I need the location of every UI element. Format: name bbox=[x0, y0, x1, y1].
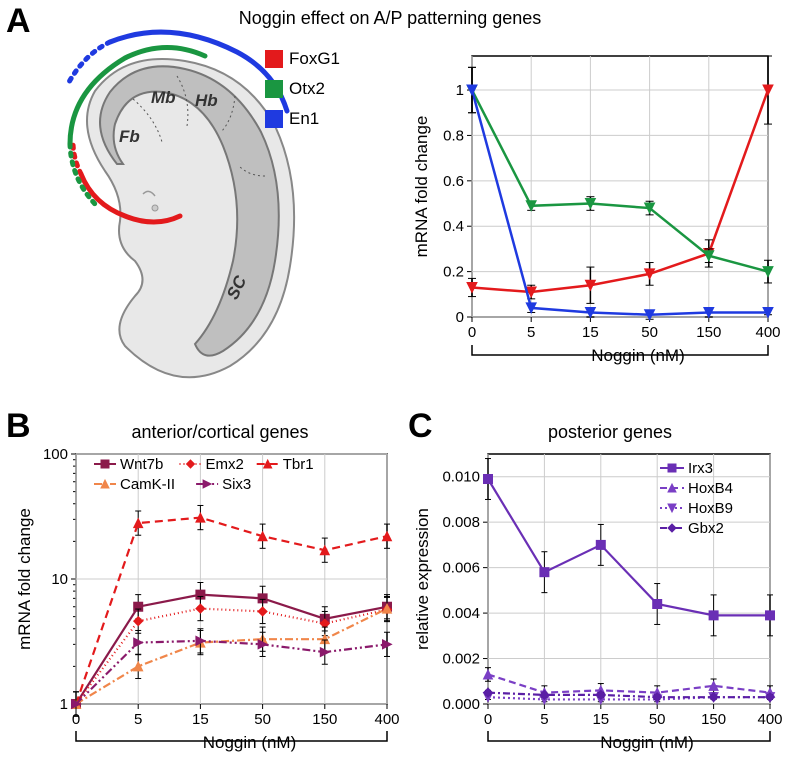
svg-text:HoxB9: HoxB9 bbox=[688, 500, 733, 517]
svg-text:150: 150 bbox=[312, 711, 337, 728]
svg-text:Hb: Hb bbox=[195, 91, 218, 110]
svg-text:150: 150 bbox=[701, 711, 726, 728]
svg-text:0.002: 0.002 bbox=[442, 651, 480, 668]
svg-text:50: 50 bbox=[649, 711, 666, 728]
svg-text:Mb: Mb bbox=[151, 88, 176, 107]
svg-text:0.008: 0.008 bbox=[442, 514, 480, 531]
svg-text:FoxG1: FoxG1 bbox=[289, 49, 340, 68]
svg-text:Irx3: Irx3 bbox=[688, 460, 713, 477]
svg-text:150: 150 bbox=[696, 324, 721, 341]
svg-text:Wnt7b: Wnt7b bbox=[120, 456, 163, 473]
svg-text:5: 5 bbox=[134, 711, 142, 728]
panel-b-label: B bbox=[6, 407, 31, 446]
panel-a-chart: 0 0.2 0.4 0.6 0.8 1 0 5 15 50 150 400 mRNA fold chan… bbox=[410, 46, 780, 391]
svg-text:Noggin (nM): Noggin (nM) bbox=[203, 733, 297, 752]
svg-text:HoxB4: HoxB4 bbox=[688, 480, 733, 497]
panel-c-title: posterior genes bbox=[460, 422, 760, 443]
svg-text:0.000: 0.000 bbox=[442, 696, 480, 713]
svg-text:400: 400 bbox=[374, 711, 399, 728]
svg-text:0.8: 0.8 bbox=[443, 127, 464, 144]
svg-text:0.4: 0.4 bbox=[443, 218, 464, 235]
panel-b-chart: 110100051550150400Wnt7bEmx2Tbr1CamK-IISi… bbox=[12, 446, 397, 776]
svg-text:mRNA fold change: mRNA fold change bbox=[15, 508, 34, 650]
panel-b-title: anterior/cortical genes bbox=[60, 422, 380, 443]
panel-c-label: C bbox=[408, 407, 433, 446]
svg-text:10: 10 bbox=[51, 571, 68, 588]
svg-text:Six3: Six3 bbox=[222, 476, 251, 493]
svg-text:En1: En1 bbox=[289, 109, 319, 128]
svg-text:mRNA fold change: mRNA fold change bbox=[412, 116, 431, 258]
svg-text:15: 15 bbox=[192, 711, 209, 728]
svg-text:400: 400 bbox=[755, 324, 780, 341]
svg-text:Otx2: Otx2 bbox=[289, 79, 325, 98]
svg-text:50: 50 bbox=[254, 711, 271, 728]
panel-a-title: Noggin effect on A/P patterning genes bbox=[90, 8, 690, 29]
svg-text:0.010: 0.010 bbox=[442, 469, 480, 486]
svg-text:CamK-II: CamK-II bbox=[120, 476, 175, 493]
svg-text:0.2: 0.2 bbox=[443, 264, 464, 281]
svg-text:relative expression: relative expression bbox=[413, 508, 432, 650]
panel-a-legend: FoxG1 Otx2 En1 bbox=[265, 50, 385, 140]
svg-text:50: 50 bbox=[641, 324, 658, 341]
svg-text:Emx2: Emx2 bbox=[206, 456, 244, 473]
svg-text:15: 15 bbox=[582, 324, 599, 341]
svg-text:Fb: Fb bbox=[119, 127, 140, 146]
svg-text:0.004: 0.004 bbox=[442, 605, 480, 622]
svg-text:15: 15 bbox=[592, 711, 609, 728]
svg-text:0: 0 bbox=[468, 324, 476, 341]
svg-text:1: 1 bbox=[60, 696, 68, 713]
svg-text:5: 5 bbox=[527, 324, 535, 341]
svg-text:Noggin (nM): Noggin (nM) bbox=[600, 733, 694, 752]
svg-text:1: 1 bbox=[456, 82, 464, 99]
svg-text:0.006: 0.006 bbox=[442, 560, 480, 577]
svg-text:Gbx2: Gbx2 bbox=[688, 520, 724, 537]
svg-text:400: 400 bbox=[757, 711, 782, 728]
panel-c-chart: 0.000 0.002 0.004 0.006 0.008 0.010 0 5 15 50 150 4… bbox=[410, 446, 780, 776]
svg-text:5: 5 bbox=[540, 711, 548, 728]
svg-text:100: 100 bbox=[43, 446, 68, 463]
svg-text:0.6: 0.6 bbox=[443, 173, 464, 190]
svg-text:0: 0 bbox=[456, 309, 464, 326]
svg-text:Tbr1: Tbr1 bbox=[283, 456, 314, 473]
svg-text:0: 0 bbox=[484, 711, 492, 728]
